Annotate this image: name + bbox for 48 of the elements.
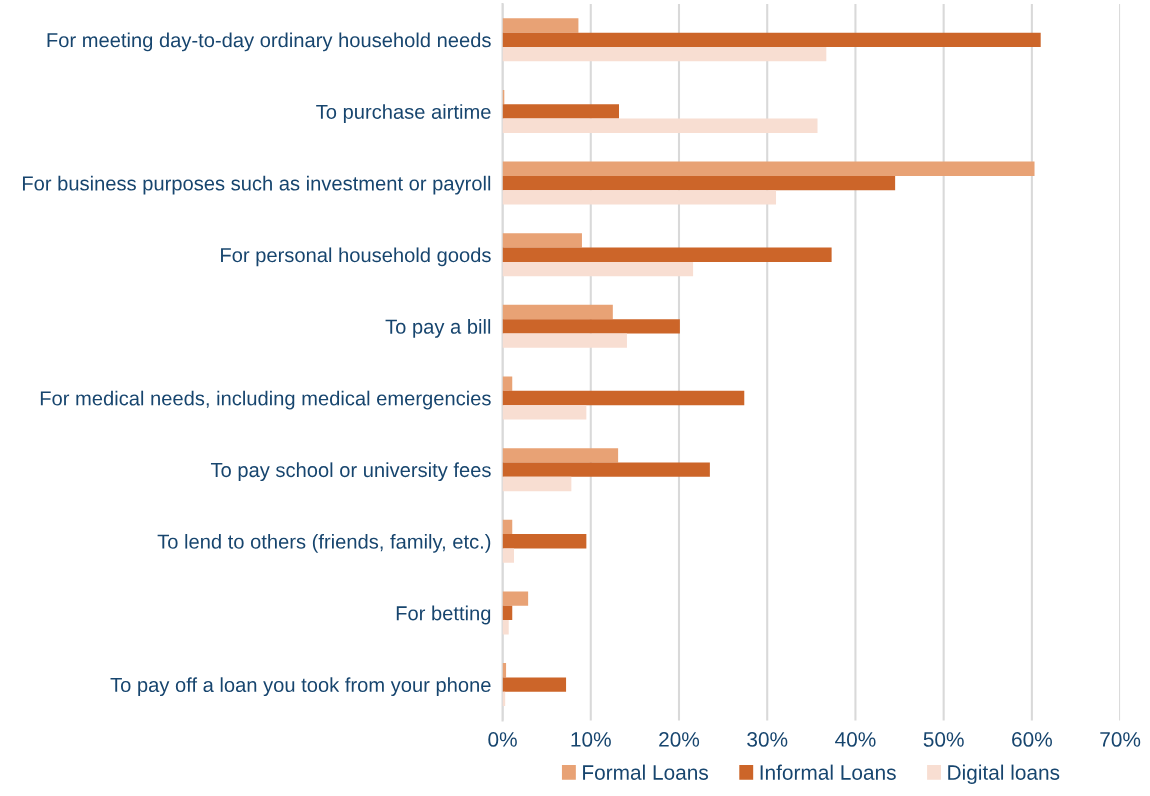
legend-label: Informal Loans <box>760 764 896 780</box>
bar <box>502 333 627 348</box>
bar <box>502 376 513 391</box>
y-tick-label: For personal household goods <box>221 247 491 267</box>
bar <box>502 620 509 635</box>
bar <box>502 548 515 563</box>
bar <box>502 247 832 262</box>
y-tick-label: To pay off a loan you took from your phone <box>110 677 491 697</box>
bar <box>502 390 745 406</box>
bar <box>502 18 579 33</box>
bar <box>502 534 587 549</box>
bar <box>502 190 777 205</box>
y-tick-label: To pay a bill <box>385 319 491 338</box>
y-tick-label: For betting <box>396 605 491 625</box>
bar <box>502 405 587 420</box>
x-tick-label: 20% <box>659 732 700 747</box>
bar <box>502 605 513 621</box>
bar <box>502 32 1041 47</box>
y-tick-label: For meeting day-to-day ordinary household needs <box>47 32 491 52</box>
legend-label: Digital loans <box>948 764 1060 785</box>
x-tick-label: 0% <box>488 732 517 747</box>
bar <box>502 476 572 492</box>
y-tick-label: For business purposes such as investment or payroll <box>23 175 491 195</box>
bar <box>502 591 529 606</box>
x-tick-label: 40% <box>835 732 876 747</box>
bar <box>502 677 567 692</box>
x-tick-label: 70% <box>1100 732 1141 747</box>
bar <box>502 448 619 463</box>
bar <box>502 118 818 133</box>
x-tick-label: 60% <box>1012 732 1052 747</box>
bar <box>502 104 619 119</box>
bar <box>502 519 513 535</box>
bar <box>502 233 582 248</box>
bar <box>502 319 680 334</box>
bar <box>502 462 710 477</box>
bar <box>502 161 1035 176</box>
bar <box>502 175 896 191</box>
bar <box>502 304 613 320</box>
x-tick-label: 50% <box>923 732 964 747</box>
y-tick-label: To lend to others (friends, family, etc.) <box>157 533 491 553</box>
y-tick-label: For medical needs, including medical emergencies <box>40 390 491 410</box>
y-tick-label: To pay school or university fees <box>210 462 491 482</box>
x-tick-label: 30% <box>747 732 788 747</box>
bar <box>502 261 694 277</box>
x-tick-label: 10% <box>571 732 611 747</box>
bar <box>502 46 827 62</box>
y-tick-label: To purchase airtime <box>316 104 491 123</box>
legend-label: Formal Loans <box>583 764 708 780</box>
